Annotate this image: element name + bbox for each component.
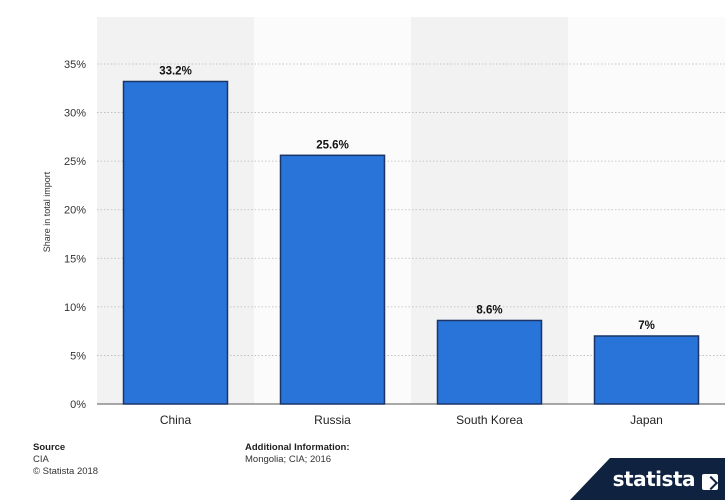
additional-info-block: Additional Information: Mongolia; CIA; 2… <box>245 442 350 466</box>
brand-name: statista <box>613 467 695 491</box>
category-label: Japan <box>630 413 663 427</box>
source-block: Source CIA © Statista 2018 <box>33 442 98 478</box>
data-label: 7% <box>638 320 655 332</box>
data-label: 25.6% <box>316 139 349 151</box>
source-heading: Source <box>33 442 98 454</box>
bar <box>281 155 385 404</box>
y-tick-label: 20% <box>64 205 86 217</box>
y-tick-label: 25% <box>64 156 86 168</box>
copyright-text: © Statista 2018 <box>33 466 98 478</box>
y-tick-label: 15% <box>64 253 86 265</box>
y-tick-label: 30% <box>64 108 86 120</box>
y-tick-label: 35% <box>64 59 86 71</box>
bar <box>438 320 542 404</box>
y-tick-label: 5% <box>70 350 86 362</box>
additional-info-heading: Additional Information: <box>245 442 350 454</box>
data-label: 33.2% <box>159 65 192 77</box>
statista-arrow-icon <box>702 474 718 490</box>
source-value: CIA <box>33 454 98 466</box>
y-axis-label: Share in total import <box>42 171 52 252</box>
y-tick-label: 10% <box>64 302 86 314</box>
data-label: 8.6% <box>476 304 502 316</box>
category-label: Russia <box>314 413 351 427</box>
category-label: China <box>160 413 192 427</box>
bar <box>124 81 228 404</box>
bar <box>595 336 699 404</box>
additional-info-value: Mongolia; CIA; 2016 <box>245 454 350 466</box>
bar-chart: 0% 5% 10% 15% 20% 25% 30% 35% Share in total imp… <box>0 0 725 440</box>
statista-logo: statista <box>570 458 725 500</box>
category-label: South Korea <box>456 413 523 427</box>
y-tick-label: 0% <box>70 399 86 411</box>
